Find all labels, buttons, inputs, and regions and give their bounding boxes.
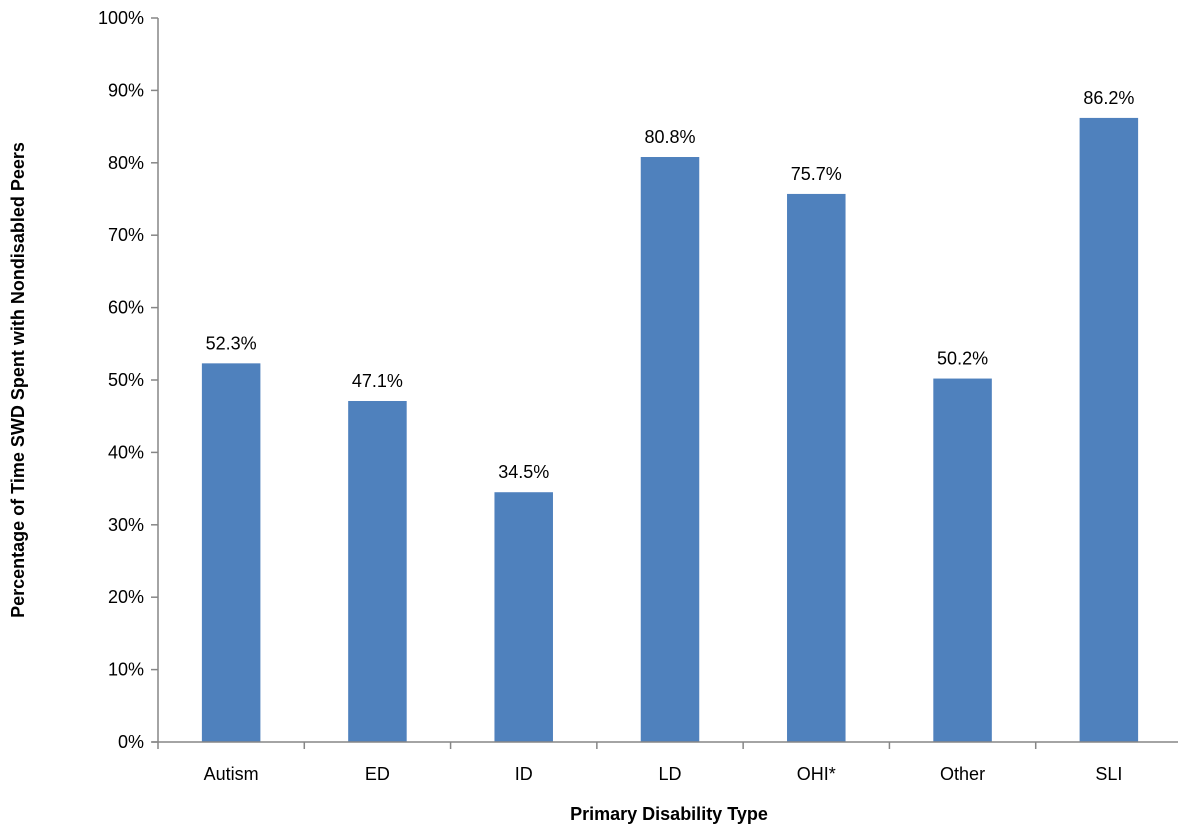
bar-ohi [787,193,846,742]
y-tick-label: 30% [108,515,144,535]
y-tick-label: 40% [108,442,144,462]
y-tick-label: 70% [108,225,144,245]
data-label: 86.2% [1083,88,1134,108]
bar-id [494,492,553,742]
bar-ld [640,157,700,742]
y-tick-label: 80% [108,153,144,173]
data-label: 75.7% [791,164,842,184]
y-tick-label: 0% [118,732,144,752]
bar-sli [1079,117,1139,743]
y-tick-label: 90% [108,80,144,100]
x-tick-label: OHI* [797,764,836,784]
x-tick-label: ED [365,764,390,784]
x-tick-label: LD [658,764,681,784]
x-axis-title: Primary Disability Type [570,804,768,824]
y-tick-label: 50% [108,370,144,390]
bars-layer [201,117,1139,743]
labels-layer: 52.3% Autism 47.1% ED 34.5% ID 80.8% LD 75.7% OHI… [98,8,1134,784]
x-tick-label: Other [940,764,985,784]
bar-ed [348,400,407,742]
y-tick-label: 20% [108,587,144,607]
y-tick-label: 10% [108,660,144,680]
bar-autism [201,363,261,742]
y-tick-label: 60% [108,298,144,318]
data-label: 50.2% [937,349,988,369]
y-tick-label: 100% [98,8,144,28]
y-axis-title: Percentage of Time SWD Spent with Nondis… [8,142,28,618]
x-tick-label: SLI [1095,764,1122,784]
bar-other [933,378,992,742]
data-label: 80.8% [644,127,695,147]
data-label: 52.3% [206,333,257,353]
data-label: 47.1% [352,371,403,391]
x-tick-label: ID [515,764,533,784]
axes-layer [151,17,1178,749]
x-tick-label: Autism [204,764,259,784]
data-label: 34.5% [498,462,549,482]
